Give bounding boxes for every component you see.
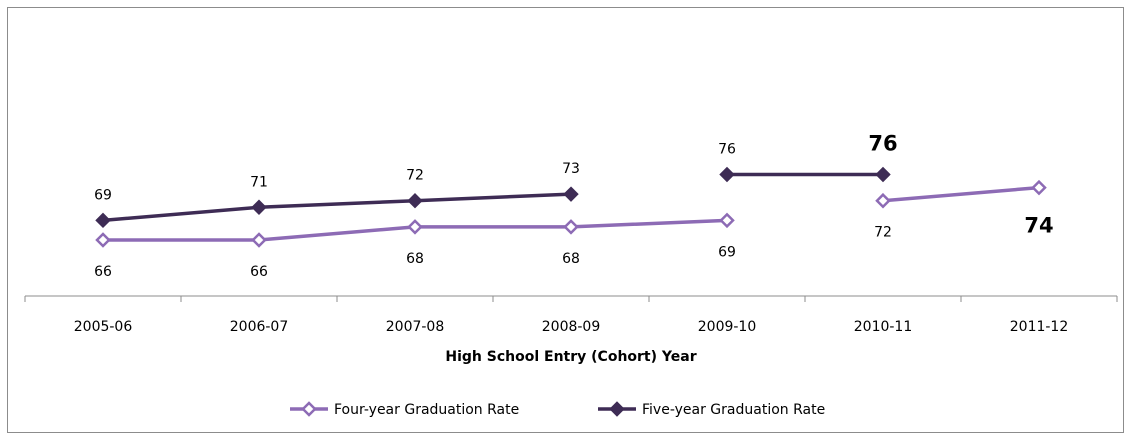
- data-label: 69: [94, 187, 112, 203]
- series-five-year: 69 71 72 73 76 76: [94, 132, 898, 229]
- data-point: [1031, 179, 1047, 196]
- data-label: 66: [94, 264, 112, 280]
- data-label: 68: [406, 251, 424, 267]
- data-point: [407, 192, 423, 209]
- x-tick-label: 2011-12: [1010, 319, 1069, 335]
- chart-frame: [7, 7, 1124, 433]
- series-line: [882, 185, 1040, 203]
- data-point: [719, 212, 735, 229]
- legend-label: Four-year Graduation Rate: [334, 402, 519, 418]
- x-tick-label: 2009-10: [698, 319, 757, 335]
- data-point: [719, 166, 735, 183]
- data-point: [875, 166, 891, 183]
- x-tick-label: 2008-09: [542, 319, 601, 335]
- data-point: [251, 232, 267, 248]
- x-tick-label: 2006-07: [230, 319, 289, 335]
- legend: Four-year Graduation Rate Five-year Gradu…: [290, 401, 825, 418]
- x-axis: 2005-06 2006-07 2007-08 2008-09 2009-10 2010-…: [24, 295, 1118, 335]
- data-point: [95, 212, 111, 229]
- data-label: 76: [868, 132, 897, 156]
- legend-marker: [609, 401, 625, 417]
- x-axis-title: High School Entry (Cohort) Year: [445, 349, 696, 365]
- series-line: [102, 192, 572, 223]
- legend-item: Four-year Graduation Rate: [290, 401, 519, 418]
- data-point: [563, 219, 579, 235]
- data-label: 69: [718, 244, 736, 260]
- data-label: 71: [250, 174, 268, 190]
- series-four-year: 66 66 68 68 69 72 74: [94, 179, 1054, 280]
- x-tick-label: 2005-06: [74, 319, 133, 335]
- data-label: 72: [874, 225, 892, 241]
- series-layer: 66 66 68 68 69 72 74 69 71 72 73 76 76: [94, 132, 1054, 281]
- data-point: [407, 219, 423, 235]
- legend-item: Five-year Graduation Rate: [598, 401, 825, 418]
- legend-marker: [301, 401, 317, 417]
- data-point: [563, 186, 579, 202]
- data-label: 68: [562, 251, 580, 267]
- data-point: [95, 232, 111, 248]
- data-label: 74: [1024, 214, 1053, 238]
- data-point: [251, 199, 267, 215]
- x-tick-label: 2010-11: [854, 319, 913, 335]
- data-label: 76: [718, 142, 736, 158]
- data-label: 73: [562, 161, 580, 177]
- data-point: [875, 192, 891, 209]
- legend-label: Five-year Graduation Rate: [642, 402, 825, 418]
- x-tick-label: 2007-08: [386, 319, 445, 335]
- data-label: 66: [250, 264, 268, 280]
- data-label: 72: [406, 168, 424, 184]
